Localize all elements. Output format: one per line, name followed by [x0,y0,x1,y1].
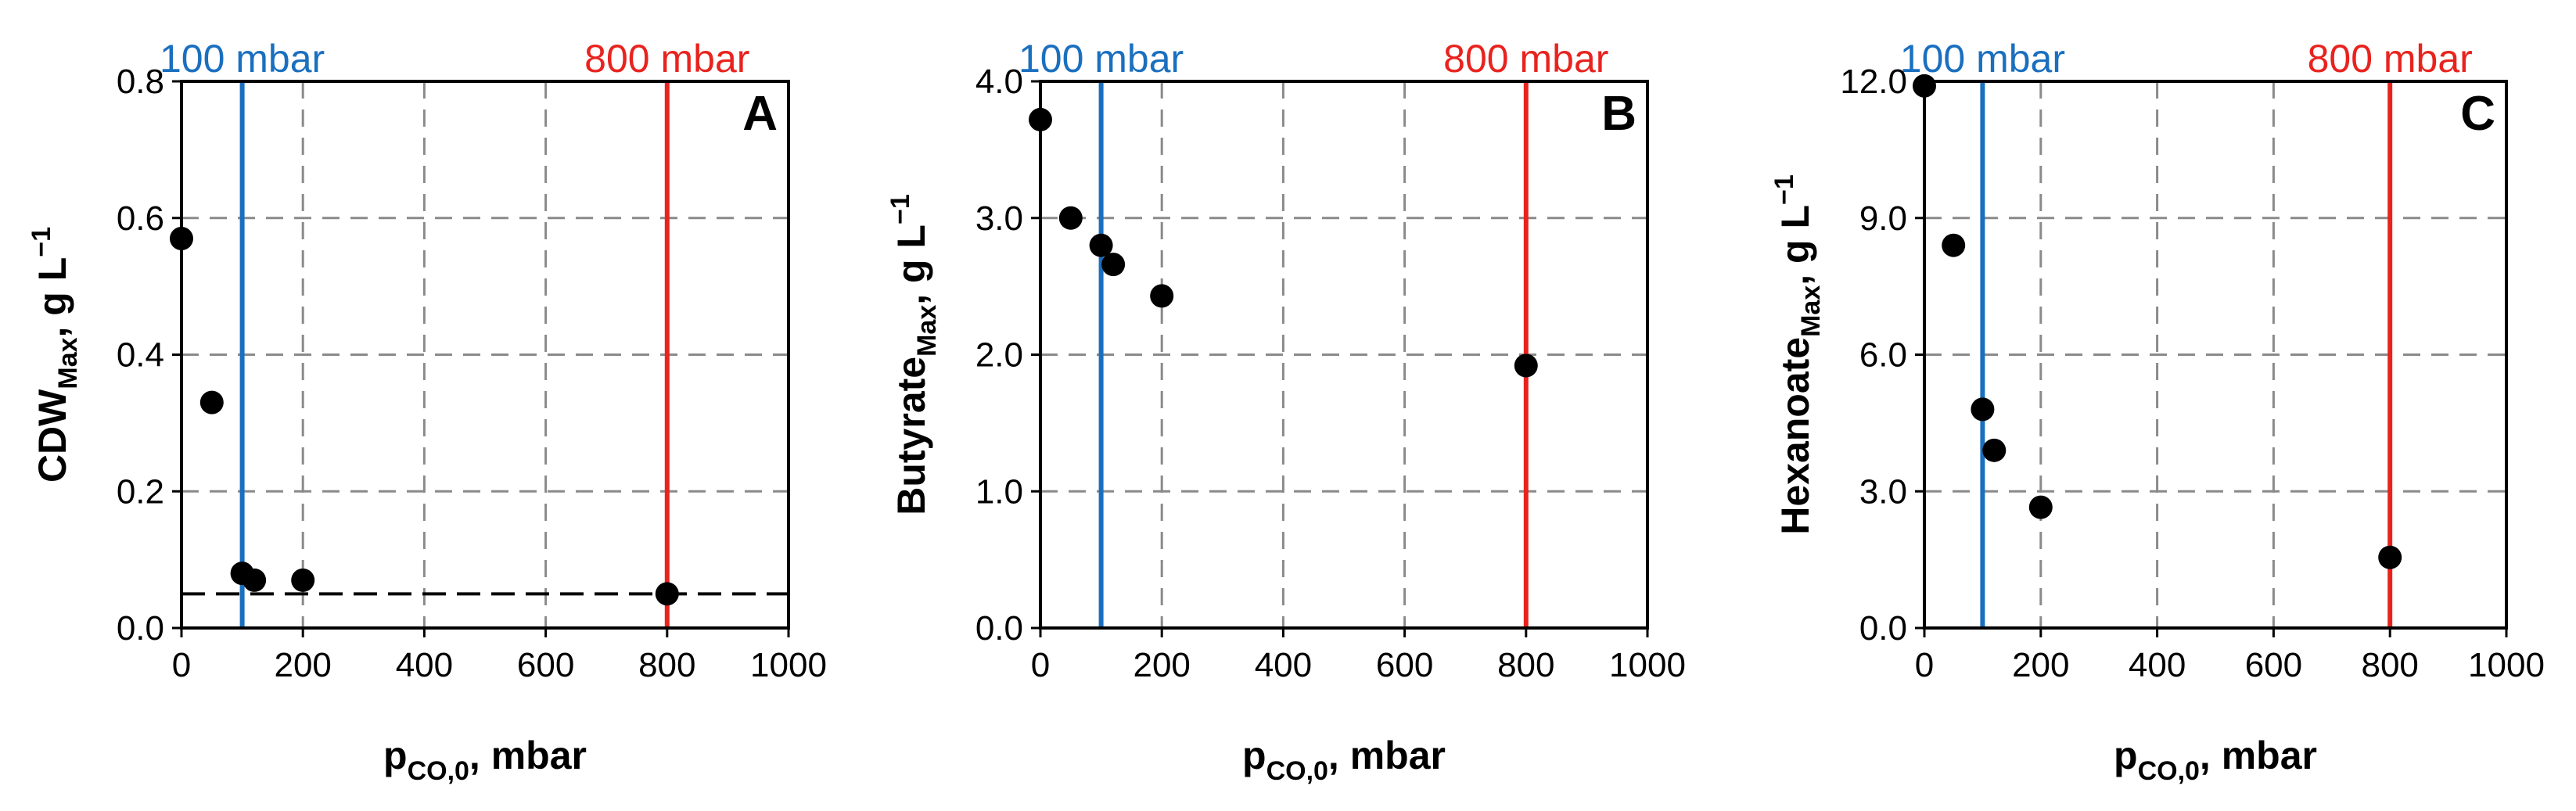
x-tick-label: 1000 [750,646,827,684]
x-tick-label: 200 [1133,646,1190,684]
chart-panel-a: 100 mbar 800 mbar 0 200 400 600 800 1000 0.0 0.2 0… [27,37,827,786]
data-point [291,568,315,592]
y-axis-label-unit: , g L [889,224,933,305]
y-tick-label: 6.0 [1859,336,1907,375]
data-point [199,390,224,414]
panel-letter: B [1601,87,1636,141]
y-axis-label-main: Butyrate [889,357,933,515]
y-axis-label-unit: , g L [1773,205,1817,285]
x-axis-label: pCO,0, mbar [1242,734,1446,786]
y-axis-label-main: Hexanoate [1773,337,1817,535]
data-point [1913,74,1936,98]
x-tick-label: 600 [517,646,574,684]
x-axis-label-main: p [1242,734,1266,777]
reference-label-100: 100 mbar [160,37,325,81]
y-axis-label: ButyrateMax, g L−1 [886,194,942,515]
y-axis-label-sup: −1 [1769,174,1799,205]
x-axis-label-sub: CO,0 [408,756,469,786]
y-tick-label: 0.0 [975,609,1023,648]
y-tick-label: 0.4 [117,336,164,375]
x-tick-label: 800 [638,646,695,684]
data-point [243,568,267,592]
data-point [1089,233,1113,257]
data-point [1101,253,1126,277]
y-tick-label: 2.0 [975,336,1023,375]
x-tick-label: 800 [2361,646,2418,684]
y-tick-label: 1.0 [975,472,1023,511]
y-axis-label-sup: −1 [886,194,915,224]
y-tick-label: 0.0 [1859,609,1907,648]
x-tick-label: 400 [1255,646,1312,684]
x-tick-label: 200 [2012,646,2069,684]
x-tick-label: 200 [274,646,331,684]
y-tick-label: 0.0 [117,609,164,648]
x-axis-label-sub: CO,0 [1266,756,1328,786]
x-tick-label: 800 [1497,646,1554,684]
data-point [170,226,193,250]
x-tick-label: 400 [2129,646,2186,684]
data-point [1971,397,1995,422]
x-axis-label: pCO,0, mbar [2114,734,2317,786]
x-axis-label-main: p [383,734,408,777]
chart-panel-c: 100 mbar 800 mbar 0 200 400 600 800 1000 0.0 3.0 6… [1769,37,2545,786]
y-tick-label: 12.0 [1840,63,1907,101]
reference-label-800: 800 mbar [584,37,749,81]
y-axis-label-sub: Max [53,337,83,389]
x-axis-label: pCO,0, mbar [383,734,587,786]
reference-label-100: 100 mbar [1019,37,1184,81]
y-axis-label-sub: Max [1796,285,1826,337]
x-tick-label: 400 [396,646,453,684]
x-axis-label-unit: , mbar [2200,734,2317,777]
y-axis-label-main: CDW [31,389,74,483]
x-tick-label: 600 [1376,646,1433,684]
y-axis-label-sup: −1 [27,227,56,257]
y-axis-label-unit: , g L [31,257,74,338]
x-axis-label-main: p [2114,734,2138,777]
data-point [1942,233,1966,257]
x-tick-label: 0 [172,646,191,684]
data-point [1982,438,2007,462]
x-axis-label-unit: , mbar [1328,734,1446,777]
y-tick-label: 0.6 [117,199,164,238]
data-point [1150,284,1174,308]
reference-label-100: 100 mbar [1900,37,2065,81]
y-tick-label: 0.8 [117,63,164,101]
reference-label-800: 800 mbar [2308,37,2473,81]
data-point [2028,495,2053,519]
x-tick-label: 0 [1031,646,1050,684]
x-tick-label: 0 [1915,646,1934,684]
data-point [1514,353,1538,378]
data-point [2378,545,2402,569]
x-tick-label: 1000 [2468,646,2545,684]
data-point [655,582,679,606]
panel-letter: C [2460,87,2495,141]
x-tick-label: 1000 [1609,646,1686,684]
y-axis-label: CDWMax, g L−1 [27,227,83,483]
panel-letter: A [742,87,778,141]
y-tick-label: 3.0 [1859,472,1907,511]
y-tick-label: 0.2 [117,472,164,511]
x-tick-label: 600 [2245,646,2302,684]
y-tick-label: 3.0 [975,199,1023,238]
y-axis-label-sub: Max [912,305,942,357]
y-tick-label: 9.0 [1859,199,1907,238]
chart-panel-b: 100 mbar 800 mbar 0 200 400 600 800 1000 0.0 1.0 2… [886,37,1686,786]
data-point [1058,206,1083,230]
x-axis-label-sub: CO,0 [2138,756,2200,786]
x-axis-label-unit: , mbar [469,734,587,777]
y-tick-label: 4.0 [975,63,1023,101]
y-axis-label: HexanoateMax, g L−1 [1769,174,1826,535]
reference-label-800: 800 mbar [1443,37,1608,81]
data-point [1029,107,1052,131]
